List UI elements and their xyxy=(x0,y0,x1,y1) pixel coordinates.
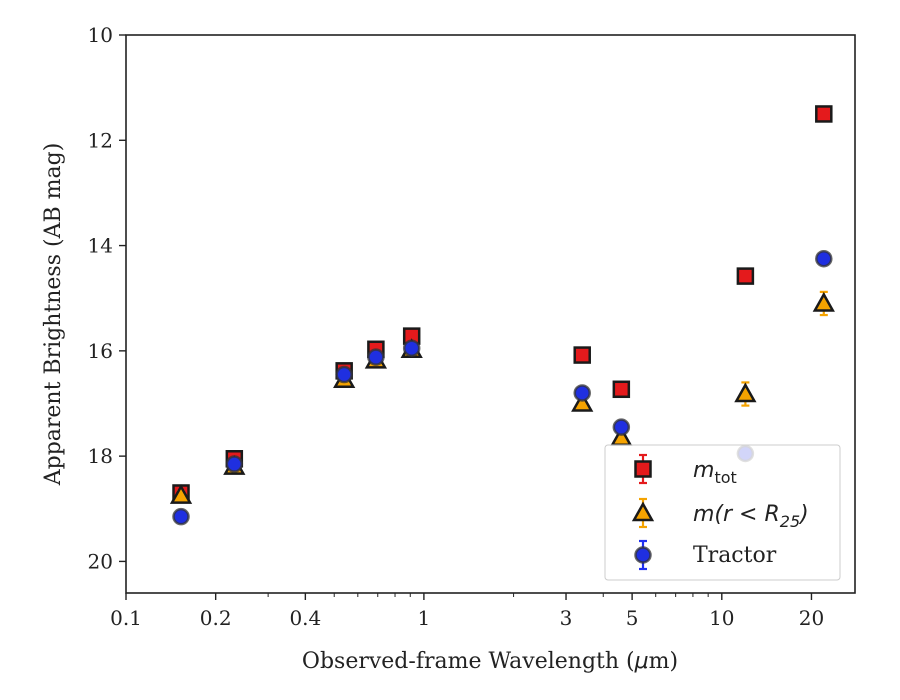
y-tick-label: 12 xyxy=(88,128,113,152)
legend-marker-triangle xyxy=(631,501,655,522)
x-tick-label: 0.2 xyxy=(200,606,232,630)
legend-markers xyxy=(631,453,655,571)
circle-point xyxy=(367,348,385,366)
square-point xyxy=(736,267,755,285)
x-tick-label: 3 xyxy=(560,606,573,630)
y-tick-label: 10 xyxy=(88,23,113,47)
x-tick-label: 10 xyxy=(709,606,734,630)
circle-point xyxy=(815,249,833,268)
legend: mtot m(r < R25) Tractor xyxy=(604,444,841,581)
x-tick-label: 0.1 xyxy=(110,606,142,630)
circle-point xyxy=(573,384,591,402)
x-axis-title-mu: μ xyxy=(634,649,649,674)
x-tick-label: 1 xyxy=(418,606,431,630)
legend-marker-circle xyxy=(634,546,652,564)
y-tick-label: 18 xyxy=(88,444,113,468)
legend-label-mr25-close: ) xyxy=(798,502,809,527)
series-square xyxy=(172,105,833,502)
circle-point xyxy=(402,339,421,357)
circle-point xyxy=(225,455,244,473)
legend-label-mr25-main: m(r < R xyxy=(693,502,780,527)
x-tick-label: 5 xyxy=(626,606,639,630)
circle-point xyxy=(612,418,631,436)
legend-frame xyxy=(604,444,841,581)
legend-marker-square xyxy=(634,460,652,478)
x-axis-title-prefix: Observed-frame Wavelength ( xyxy=(302,649,635,674)
y-tick-label: 20 xyxy=(88,549,113,573)
square-point xyxy=(573,346,591,364)
square-point xyxy=(612,380,631,399)
legend-label-tractor: Tractor xyxy=(693,543,777,568)
series-circle xyxy=(172,249,833,526)
x-axis-title-suffix: m) xyxy=(649,649,678,674)
legend-label-mtot-sub: tot xyxy=(714,468,736,487)
x-tick-label: 20 xyxy=(799,606,824,630)
x-tick-label: 0.4 xyxy=(289,606,321,630)
triangle-point xyxy=(571,391,594,412)
triangle-point xyxy=(812,291,835,312)
triangle-point xyxy=(169,484,193,504)
legend-label-mr25-sub: 25 xyxy=(780,512,800,531)
y-axis-title: Apparent Brightness (AB mag) xyxy=(41,143,66,487)
plot-frame xyxy=(125,34,856,594)
circle-point xyxy=(335,365,353,384)
x-axis-title: Observed-frame Wavelength (μm) xyxy=(302,649,678,674)
square-point xyxy=(815,105,833,123)
marks-layer xyxy=(169,105,835,526)
legend-label-mtot: mtot xyxy=(693,458,737,487)
y-tick-label: 14 xyxy=(88,234,113,258)
y-tick-label: 16 xyxy=(88,339,113,363)
triangle-point xyxy=(734,382,757,403)
legend-label-mtot-main: m xyxy=(693,458,714,483)
legend-label-mr25: m(r < R25) xyxy=(693,502,809,531)
circle-point xyxy=(172,507,190,526)
ticks-layer: 0.1 0.2 0.4 1 3 5 10 20 10 12 14 16 18 20 xyxy=(88,23,825,630)
